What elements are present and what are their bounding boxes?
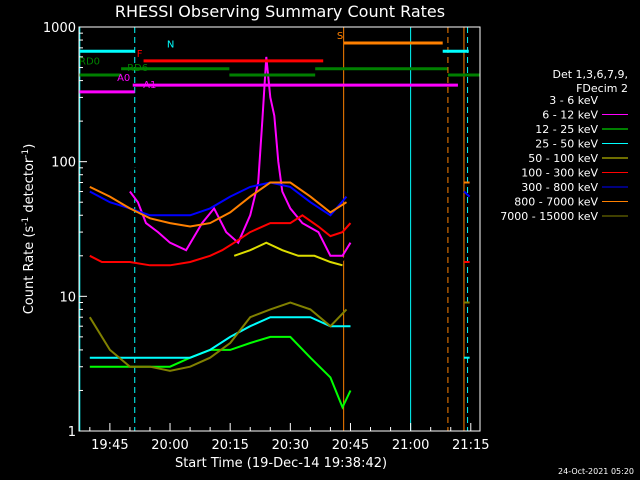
series-group — [88, 56, 471, 410]
y-tick-label: 100 — [51, 156, 76, 171]
legend-title-2: FDecim 2 — [576, 82, 628, 95]
x-tick-label: 21:00 — [392, 438, 429, 453]
legend-label: 7000 - 15000 keV — [500, 210, 598, 223]
y-tick-label: 10 — [59, 290, 76, 305]
x-axis-ticks: 19:45 20:00 20:15 20:30 20:45 21:00 21:15 — [89, 423, 490, 453]
legend-label: 12 - 25 keV — [535, 123, 598, 136]
x-tick-label: 21:15 — [452, 438, 489, 453]
legend-label: 6 - 12 keV — [542, 109, 598, 122]
flag-vertical-lines — [79, 27, 469, 431]
series-line-6-12-keV — [129, 56, 352, 257]
legend-label: 50 - 100 keV — [528, 152, 598, 165]
y-axis-label: Count Rate (s-1 detector-1) — [21, 144, 37, 315]
series-line-800-7000-keV — [89, 181, 348, 228]
flag-label-s: S — [337, 31, 343, 42]
x-axis-label: Start Time (19-Dec-14 19:38:42) — [175, 456, 387, 471]
x-tick-label: 19:45 — [91, 438, 128, 453]
y-axis-ticks: 1 10 100 1000 — [43, 21, 87, 440]
timestamp: 24-Oct-2021 05:20 — [558, 467, 634, 476]
flag-label-a0: A0 — [117, 73, 130, 84]
flag-label-n: N — [167, 39, 174, 50]
flag-label-f: F — [137, 49, 143, 60]
legend-title-1: Det 1,3,6,7,9, — [552, 68, 628, 81]
flag-label-rd0: RD0 — [79, 57, 100, 68]
legend-label: 800 - 7000 keV — [514, 196, 598, 209]
series-line-100-300-keV — [89, 214, 352, 267]
legend-label: 100 - 300 keV — [521, 167, 598, 180]
chart-title: RHESSI Observing Summary Count Rates — [115, 2, 445, 21]
y-tick-label: 1000 — [43, 21, 76, 36]
series-line-3-6-keV — [129, 137, 352, 274]
series-line-7000-15000-keV — [88, 301, 348, 372]
series-segment — [463, 190, 471, 198]
flag-label-a1: A1 — [143, 80, 156, 91]
series-line-50-100-keV — [233, 241, 343, 267]
flag-label-rd6: RD6 — [127, 63, 148, 74]
plot-frame — [78, 26, 481, 432]
y-tick-label: 1 — [68, 425, 76, 440]
legend-label: 300 - 800 keV — [521, 181, 598, 194]
x-tick-label: 20:45 — [332, 438, 369, 453]
series-line-25-50-keV — [89, 316, 351, 359]
x-tick-label: 20:15 — [211, 438, 248, 453]
legend-label: 3 - 6 keV — [549, 94, 598, 107]
x-tick-label: 20:00 — [151, 438, 188, 453]
x-tick-label: 20:30 — [272, 438, 309, 453]
legend-label: 25 - 50 keV — [535, 138, 598, 151]
